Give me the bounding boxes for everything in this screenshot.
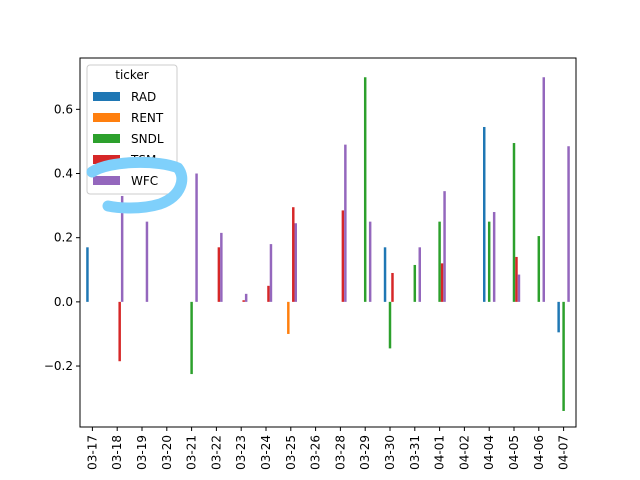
x-tick-label: 03-19 — [135, 435, 149, 470]
x-tick-label: 03-31 — [408, 435, 422, 470]
x-tick-label: 04-05 — [507, 435, 521, 470]
bar-wfc-04-06 — [542, 77, 545, 302]
x-tick-label: 03-30 — [383, 435, 397, 470]
x-tick-label: 03-23 — [234, 435, 248, 470]
bar-sndl-04-04 — [487, 221, 491, 302]
legend-label-rent: RENT — [131, 111, 164, 125]
bar-sndl-04-05 — [512, 143, 516, 302]
x-tick-label: 04-04 — [482, 435, 496, 470]
bar-rad-03-17 — [86, 247, 89, 302]
bar-tsm-03-30 — [391, 272, 394, 302]
bar-wfc-04-05 — [517, 274, 521, 302]
y-axis: −0.2 0.0 0.2 0.4 0.6 — [44, 102, 80, 373]
bar-rad-04-04 — [483, 126, 486, 302]
y-tick-label: 0.0 — [54, 295, 73, 309]
bar-wfc-04-07 — [567, 146, 570, 302]
legend-label-sndl: SNDL — [131, 132, 164, 146]
bar-wfc-03-18 — [120, 195, 124, 302]
bar-sndl-04-01 — [438, 221, 441, 302]
x-tick-label: 03-21 — [185, 435, 199, 470]
bar-tsm-03-24 — [267, 285, 270, 302]
bar-wfc-03-23 — [244, 293, 248, 302]
bar-sndl-03-30 — [388, 301, 392, 349]
bar-tsm-03-23 — [242, 300, 245, 302]
x-tick-label: 04-06 — [532, 435, 546, 470]
bar-wfc-03-29 — [368, 221, 372, 302]
legend-label-rad: RAD — [131, 90, 156, 104]
bar-wfc-03-19 — [145, 221, 149, 302]
bar-wfc-03-25 — [294, 223, 297, 302]
legend-swatch-wfc — [93, 176, 120, 185]
bars — [86, 77, 570, 411]
bar-wfc-04-04 — [492, 212, 496, 302]
x-tick-label: 03-28 — [333, 435, 347, 470]
bar-wfc-04-01 — [443, 191, 446, 302]
bar-wfc-03-22 — [220, 232, 223, 302]
plot-frame — [79, 57, 577, 428]
legend-swatch-rad — [93, 92, 120, 101]
bar-tsm-04-05 — [515, 256, 518, 302]
bar-tsm-04-01 — [440, 263, 444, 302]
x-tick-label: 03-18 — [110, 435, 124, 470]
x-tick-label: 04-02 — [457, 435, 471, 470]
bar-rad-03-30 — [383, 247, 387, 302]
highlight-annotation-stroke — [86, 156, 188, 214]
y-tick-label: 0.6 — [54, 102, 73, 116]
x-tick-label: 03-20 — [160, 435, 174, 470]
bar-sndl-04-07 — [562, 301, 565, 411]
bar-wfc-03-31 — [418, 247, 421, 302]
bar-rad-04-07 — [557, 301, 560, 333]
x-tick-label: 03-29 — [358, 435, 372, 470]
x-tick-label: 03-22 — [209, 435, 223, 470]
legend-swatch-rent — [93, 113, 120, 122]
legend-swatch-tsm — [93, 155, 120, 164]
bar-rent-03-25 — [287, 301, 290, 334]
bar-tsm-03-22 — [217, 247, 221, 302]
x-axis: 03-17 03-18 03-19 03-20 03-21 03-22 03-23 03-24… — [85, 427, 571, 470]
y-tick-label: 0.4 — [54, 167, 73, 181]
bar-wfc-03-24 — [269, 244, 273, 302]
x-tick-label: 03-25 — [284, 435, 298, 470]
y-tick-label: −0.2 — [44, 359, 73, 373]
bar-sndl-03-31 — [413, 264, 417, 302]
bar-sndl-04-06 — [537, 236, 541, 302]
bar-tsm-03-18 — [118, 301, 121, 362]
bar-sndl-03-21 — [190, 301, 193, 375]
bar-wfc-03-28 — [344, 144, 347, 302]
bar-sndl-03-29 — [363, 77, 367, 302]
legend-label-wfc: WFC — [131, 174, 158, 188]
x-tick-label: 04-07 — [557, 435, 571, 470]
legend-title: ticker — [115, 68, 149, 82]
x-tick-label: 04-01 — [433, 435, 447, 470]
legend-swatch-sndl — [93, 134, 120, 143]
bar-tsm-03-25 — [292, 207, 295, 302]
x-tick-label: 03-24 — [259, 435, 273, 470]
x-tick-label: 03-17 — [85, 435, 99, 470]
bar-wfc-03-21 — [195, 173, 198, 302]
x-tick-label: 03-26 — [309, 435, 323, 470]
bar-tsm-03-28 — [341, 210, 345, 302]
y-tick-label: 0.2 — [54, 231, 73, 245]
